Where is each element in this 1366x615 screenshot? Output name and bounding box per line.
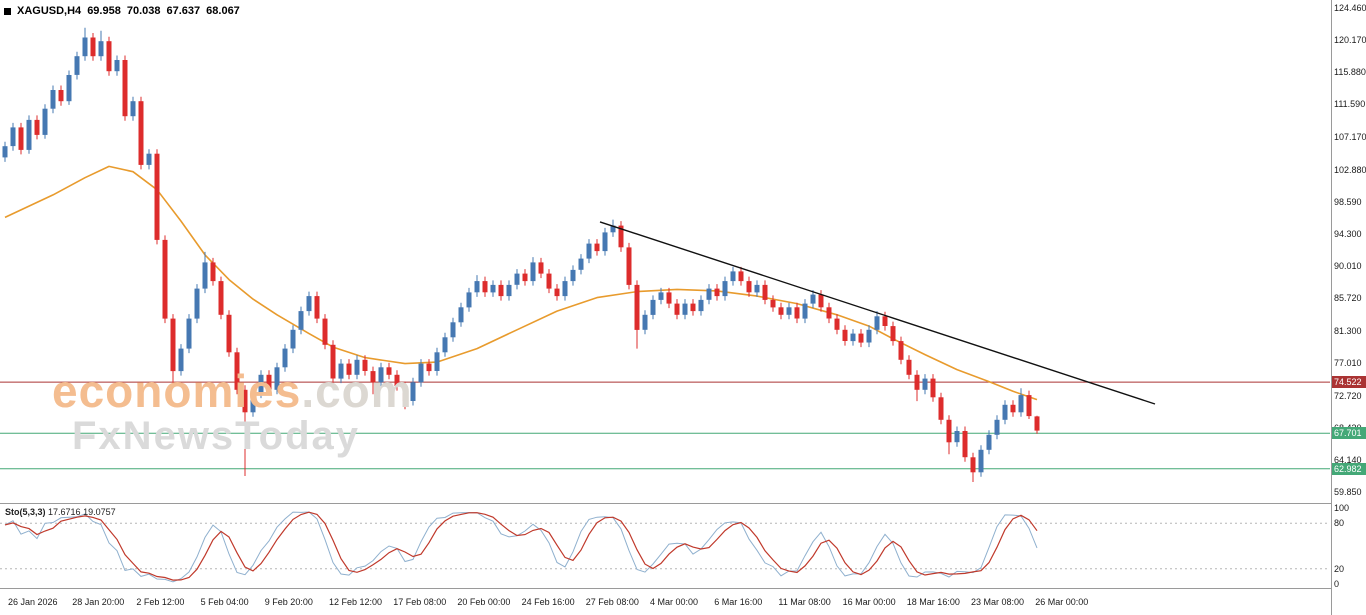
time-axis-label: 9 Feb 20:00 — [264, 597, 313, 607]
price-axis[interactable]: 124.460 120.170 115.880 111.590 107.170 102.8… — [1332, 0, 1366, 615]
time-axis-label: 18 Mar 16:00 — [906, 597, 960, 607]
time-axis-label: 6 Mar 16:00 — [714, 597, 763, 607]
time-axis-label: 20 Feb 00:00 — [457, 597, 511, 607]
watermark: economies.com FxNewsToday — [52, 368, 413, 458]
pane-separator-bottom — [0, 588, 1366, 589]
stochastic-scale-tick: 100 — [1334, 503, 1350, 513]
stochastic-label: Sto(5,3,3) 17.6716 19.0757 — [5, 507, 116, 517]
price-tick: 115.880 — [1334, 67, 1366, 78]
symbol-timeframe-label: XAGUSD,H4 — [17, 5, 82, 17]
low-value: 67.637 — [166, 5, 201, 17]
close-value: 68.067 — [206, 5, 240, 17]
time-axis-label: 17 Feb 08:00 — [393, 597, 447, 607]
time-axis-label: 16 Mar 00:00 — [842, 597, 896, 607]
level-price-badge: 62.982 — [1332, 462, 1366, 475]
price-tick: 124.460 — [1334, 2, 1366, 13]
price-tick: 59.850 — [1334, 487, 1362, 498]
time-axis-label: 11 Mar 08:00 — [778, 597, 831, 607]
time-axis-label: 5 Feb 04:00 — [200, 597, 249, 607]
price-tick: 77.010 — [1334, 358, 1362, 369]
stochastic-name: Sto(5,3,3) — [5, 507, 46, 517]
time-axis[interactable]: 26 Jan 2026 28 Jan 20:00 2 Feb 12:00 5 Feb … — [0, 593, 1330, 615]
price-chart-canvas[interactable] — [0, 0, 1330, 503]
price-tick: 120.170 — [1334, 34, 1366, 45]
price-tick: 81.300 — [1334, 326, 1362, 337]
stochastic-indicator-canvas[interactable] — [0, 504, 1330, 588]
stochastic-k-value: 17.6716 — [48, 507, 81, 517]
time-axis-label: 27 Feb 08:00 — [585, 597, 639, 607]
price-tick: 85.720 — [1334, 293, 1362, 304]
price-tick: 102.880 — [1334, 164, 1366, 175]
level-price-badge: 74.522 — [1332, 376, 1366, 389]
time-axis-label: 28 Jan 20:00 — [72, 597, 125, 607]
watermark-line2: FxNewsToday — [72, 414, 360, 458]
time-axis-label: 2 Feb 12:00 — [136, 597, 185, 607]
time-axis-label: 24 Feb 16:00 — [521, 597, 575, 607]
time-axis-label: 12 Feb 12:00 — [329, 597, 383, 607]
price-tick: 72.720 — [1334, 390, 1362, 401]
axis-separator — [1331, 0, 1332, 615]
price-tick: 111.590 — [1334, 99, 1366, 110]
time-axis-label: 4 Mar 00:00 — [650, 597, 699, 607]
high-value: 70.038 — [126, 5, 161, 17]
time-axis-label: 26 Jan 2026 — [8, 597, 58, 607]
price-tick: 98.590 — [1334, 196, 1362, 207]
level-price-badge: 67.701 — [1332, 427, 1366, 440]
symbol-ohlc-header: XAGUSD,H4 69.958 70.038 67.637 68.067 — [4, 5, 240, 17]
price-tick: 64.140 — [1334, 454, 1362, 465]
chart-marker-icon — [4, 7, 11, 15]
pane-separator-top — [0, 503, 1366, 504]
open-value: 69.958 — [87, 5, 121, 17]
price-tick: 94.300 — [1334, 228, 1362, 239]
price-tick: 90.010 — [1334, 261, 1362, 272]
watermark-tld: .com — [301, 365, 413, 417]
stochastic-scale-tick: 0 — [1334, 579, 1340, 589]
watermark-line1: economies.com — [52, 368, 413, 414]
price-tick: 107.170 — [1334, 132, 1366, 143]
stochastic-scale-tick: 80 — [1334, 518, 1345, 529]
time-axis-label: 26 Mar 00:00 — [1035, 597, 1089, 607]
watermark-brand: economies — [52, 365, 302, 417]
stochastic-d-value: 19.0757 — [83, 507, 116, 517]
time-axis-label: 23 Mar 08:00 — [971, 597, 1025, 607]
stochastic-scale-tick: 20 — [1334, 563, 1345, 574]
